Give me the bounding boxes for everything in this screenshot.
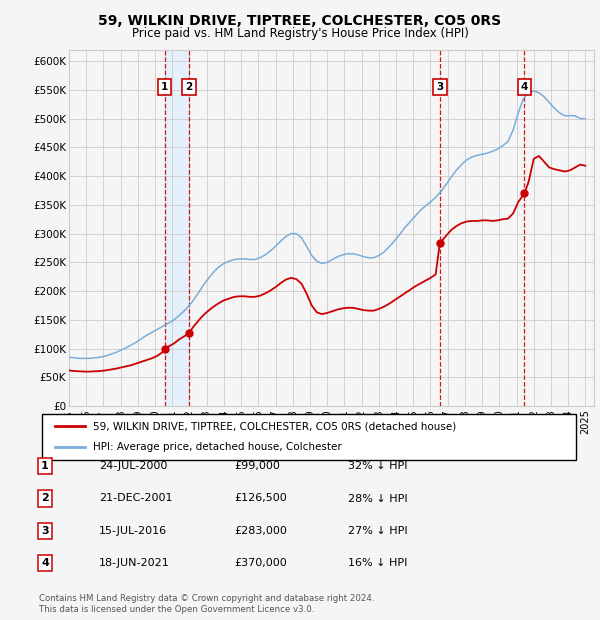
Text: 59, WILKIN DRIVE, TIPTREE, COLCHESTER, CO5 0RS (detached house): 59, WILKIN DRIVE, TIPTREE, COLCHESTER, C… bbox=[93, 421, 456, 431]
Text: 3: 3 bbox=[436, 82, 443, 92]
Text: Contains HM Land Registry data © Crown copyright and database right 2024.: Contains HM Land Registry data © Crown c… bbox=[39, 593, 374, 603]
Text: 18-JUN-2021: 18-JUN-2021 bbox=[99, 558, 170, 568]
Text: 32% ↓ HPI: 32% ↓ HPI bbox=[348, 461, 407, 471]
Text: 1: 1 bbox=[41, 461, 49, 471]
Text: 28% ↓ HPI: 28% ↓ HPI bbox=[348, 494, 407, 503]
Text: This data is licensed under the Open Government Licence v3.0.: This data is licensed under the Open Gov… bbox=[39, 604, 314, 614]
Text: 21-DEC-2001: 21-DEC-2001 bbox=[99, 494, 173, 503]
Text: 59, WILKIN DRIVE, TIPTREE, COLCHESTER, CO5 0RS: 59, WILKIN DRIVE, TIPTREE, COLCHESTER, C… bbox=[98, 14, 502, 28]
Text: 27% ↓ HPI: 27% ↓ HPI bbox=[348, 526, 407, 536]
Text: 16% ↓ HPI: 16% ↓ HPI bbox=[348, 558, 407, 568]
Text: 4: 4 bbox=[521, 82, 528, 92]
Bar bbox=[165, 50, 189, 406]
Text: 15-JUL-2016: 15-JUL-2016 bbox=[99, 526, 167, 536]
Text: HPI: Average price, detached house, Colchester: HPI: Average price, detached house, Colc… bbox=[93, 443, 341, 453]
Text: 3: 3 bbox=[41, 526, 49, 536]
Text: £99,000: £99,000 bbox=[234, 461, 280, 471]
Text: 2: 2 bbox=[185, 82, 193, 92]
Text: £126,500: £126,500 bbox=[234, 494, 287, 503]
Text: £370,000: £370,000 bbox=[234, 558, 287, 568]
Text: Price paid vs. HM Land Registry's House Price Index (HPI): Price paid vs. HM Land Registry's House … bbox=[131, 27, 469, 40]
Text: 2: 2 bbox=[41, 494, 49, 503]
FancyBboxPatch shape bbox=[42, 414, 576, 460]
Text: 1: 1 bbox=[161, 82, 169, 92]
Text: 4: 4 bbox=[41, 558, 49, 568]
Text: £283,000: £283,000 bbox=[234, 526, 287, 536]
Text: 24-JUL-2000: 24-JUL-2000 bbox=[99, 461, 167, 471]
